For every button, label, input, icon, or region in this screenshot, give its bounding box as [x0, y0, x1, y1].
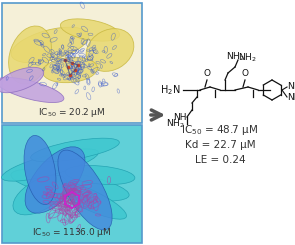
Ellipse shape — [9, 26, 51, 84]
Ellipse shape — [65, 166, 135, 184]
Ellipse shape — [53, 181, 127, 219]
Ellipse shape — [42, 57, 97, 83]
Ellipse shape — [24, 135, 56, 205]
Ellipse shape — [58, 150, 112, 230]
Text: H$_2$N: H$_2$N — [160, 83, 180, 97]
Text: Kd = 22.7 μM: Kd = 22.7 μM — [185, 140, 255, 150]
Text: NH$_2$: NH$_2$ — [238, 52, 257, 64]
Text: NH: NH — [173, 112, 187, 122]
Text: NH: NH — [287, 93, 295, 101]
Text: IC$_{50}$ = 1136.0 μM: IC$_{50}$ = 1136.0 μM — [32, 226, 112, 239]
Ellipse shape — [0, 77, 64, 103]
Text: IC$_{50}$ = 48.7 μM: IC$_{50}$ = 48.7 μM — [181, 123, 259, 137]
Text: NH$_2$: NH$_2$ — [287, 81, 295, 93]
Ellipse shape — [2, 149, 98, 181]
FancyBboxPatch shape — [2, 125, 142, 243]
Ellipse shape — [11, 27, 89, 63]
Text: IC$_{50}$ = 20.2 μM: IC$_{50}$ = 20.2 μM — [38, 106, 106, 119]
Ellipse shape — [60, 19, 119, 41]
Ellipse shape — [86, 29, 134, 71]
FancyBboxPatch shape — [2, 3, 142, 123]
Ellipse shape — [11, 169, 129, 201]
Ellipse shape — [0, 67, 44, 93]
Ellipse shape — [25, 147, 85, 213]
Text: O: O — [204, 69, 211, 78]
Ellipse shape — [13, 175, 67, 215]
Text: NH$_2$: NH$_2$ — [166, 118, 185, 130]
Ellipse shape — [31, 138, 119, 162]
Text: NH$_2$: NH$_2$ — [226, 50, 244, 63]
Text: O: O — [242, 69, 248, 78]
Text: LE = 0.24: LE = 0.24 — [195, 155, 245, 165]
